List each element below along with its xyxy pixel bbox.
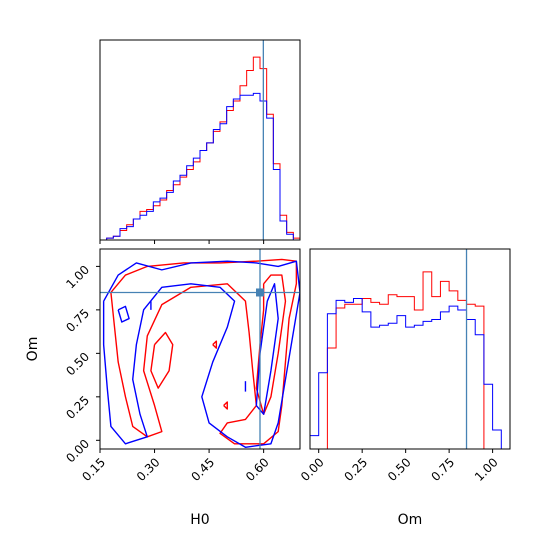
h0-tick-label-3: 0.60 bbox=[243, 455, 272, 484]
red-om-histogram-step bbox=[310, 271, 510, 449]
om-tick-label-4: 1.00 bbox=[472, 455, 501, 484]
blue-h0-histogram-step bbox=[100, 92, 300, 240]
om-y-axis-label: Om bbox=[25, 337, 41, 362]
h0-om-contour-panel: 0.15 0.30 0.45 0.600.000.250.500.751.00 H0 … bbox=[25, 248, 301, 528]
red-contour-3 bbox=[212, 340, 218, 349]
om-y-tick-label-0: 0.00 bbox=[63, 437, 92, 466]
red-h0-histogram-step bbox=[100, 56, 300, 240]
blue-contour-5 bbox=[102, 260, 300, 448]
om-tick-label-0: 0.00 bbox=[298, 455, 327, 484]
om-x-axis-label: Om bbox=[398, 512, 423, 528]
om-tick-label-3: 0.75 bbox=[428, 455, 457, 484]
h0-histogram-ticks bbox=[99, 240, 265, 244]
h0-tick-label-2: 0.45 bbox=[188, 455, 217, 484]
contour-truth-marker bbox=[256, 288, 264, 297]
om-tick-label-2: 0.50 bbox=[385, 455, 414, 484]
om-histogram-ticks: 0.00 0.25 0.50 0.75 1.00 bbox=[298, 449, 501, 484]
h0-axis-label: H0 bbox=[190, 512, 209, 528]
om-tick-label-1: 0.25 bbox=[342, 455, 371, 484]
om-histogram-panel: 0.00 0.25 0.50 0.75 1.00 Om bbox=[298, 248, 511, 528]
om-y-tick-label-2: 0.50 bbox=[63, 350, 92, 379]
red-contour-1 bbox=[255, 274, 287, 415]
h0-histogram-panel bbox=[99, 39, 301, 244]
om-histogram-series bbox=[310, 271, 510, 449]
h0-histogram-series bbox=[100, 56, 300, 240]
h0-tick-label-1: 0.30 bbox=[134, 455, 163, 484]
blue-contour-6 bbox=[255, 283, 279, 415]
h0-om-contour-frame bbox=[99, 248, 301, 450]
red-contour-4 bbox=[223, 401, 228, 410]
red-contour-2 bbox=[150, 331, 174, 389]
om-y-tick-label-1: 0.25 bbox=[63, 393, 92, 422]
om-y-tick-label-3: 0.75 bbox=[63, 306, 92, 335]
om-y-tick-label-4: 1.00 bbox=[63, 263, 92, 292]
red-contour-0 bbox=[110, 258, 298, 445]
h0-histogram-frame bbox=[99, 39, 301, 241]
blue-om-histogram-step bbox=[310, 298, 510, 449]
h0-om-contours bbox=[102, 258, 300, 448]
om-histogram-frame bbox=[309, 248, 511, 450]
blue-contour-7 bbox=[117, 305, 130, 323]
h0-tick-label-0: 0.15 bbox=[79, 455, 108, 484]
